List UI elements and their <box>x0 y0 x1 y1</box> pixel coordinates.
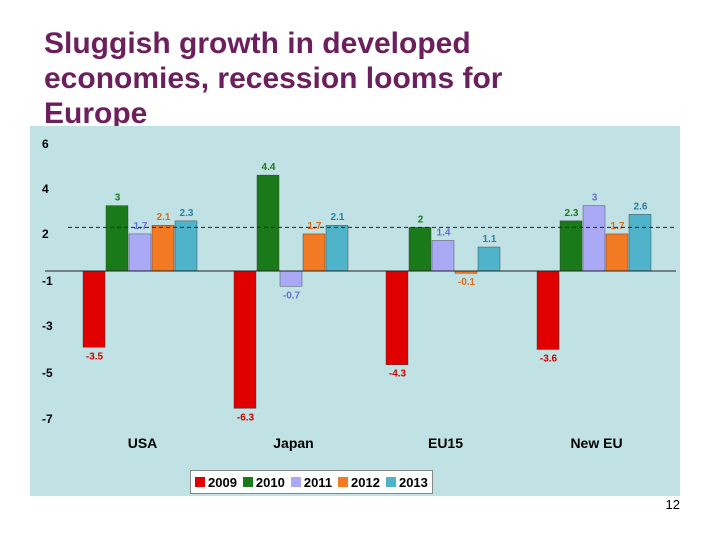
legend-swatch <box>385 477 396 487</box>
y-tick-label: -7 <box>42 412 53 426</box>
data-label: 1.7 <box>308 221 322 232</box>
y-tick-label: 4 <box>42 182 49 196</box>
bar-2013-new-eu <box>628 214 652 272</box>
data-label: -3.5 <box>86 351 104 362</box>
data-label: 2.6 <box>634 201 648 212</box>
legend-swatch <box>338 477 349 487</box>
bar-2011-usa <box>128 233 152 272</box>
bar-2013-eu15 <box>477 246 501 272</box>
bar-2010-eu15 <box>408 227 432 272</box>
category-label: USA <box>128 435 158 451</box>
bar-2009-eu15 <box>385 270 409 365</box>
category-label: Japan <box>273 435 313 451</box>
bar-2011-eu15 <box>431 240 455 272</box>
y-tick-label: 2 <box>42 227 49 241</box>
slide-title: Sluggish growth in developed economies, … <box>44 27 503 130</box>
data-label: -4.3 <box>389 369 407 380</box>
data-label: 3 <box>115 193 121 204</box>
bar-2009-usa <box>82 270 106 348</box>
data-label: 2.3 <box>565 208 579 219</box>
bar-2013-japan <box>325 225 349 272</box>
data-label: -6.3 <box>237 412 255 423</box>
chart-legend: 2009 2010 2011 2012 2013 <box>190 470 433 494</box>
legend-item-2012: 2012 <box>338 475 380 490</box>
data-label: 2.1 <box>331 212 345 223</box>
legend-swatch <box>290 477 301 487</box>
legend-item-2010: 2010 <box>242 474 285 490</box>
data-label: 2.3 <box>180 208 194 219</box>
bar-2012-new-eu <box>605 233 629 272</box>
data-label: 1.4 <box>437 227 451 238</box>
data-label: 1.7 <box>134 221 148 232</box>
bar-2009-japan <box>233 270 257 409</box>
category-label: EU15 <box>428 435 463 451</box>
bar-2010-japan <box>256 174 280 272</box>
legend-item-2013: 2013 <box>385 474 428 490</box>
bar-2010-new-eu <box>559 220 583 272</box>
data-label: 2.1 <box>157 212 171 223</box>
bar-2011-new-eu <box>582 205 606 272</box>
category-label: New EU <box>570 435 622 451</box>
legend-label: 2010 <box>255 474 285 490</box>
legend-label: 2009 <box>208 474 237 490</box>
y-tick-label: -5 <box>42 366 53 380</box>
data-label: -0.7 <box>283 290 301 301</box>
page-number: 12 <box>665 497 680 512</box>
data-label: 4.4 <box>262 162 276 173</box>
chart-panel <box>30 126 680 496</box>
data-label: 3 <box>592 193 598 204</box>
legend-swatch <box>242 477 253 487</box>
y-tick-label: -3 <box>42 319 53 333</box>
data-label: -0.1 <box>458 277 476 288</box>
data-label: 1.7 <box>611 221 625 232</box>
legend-item-2011: 2011 <box>290 474 333 490</box>
legend-item-2009: 2009 <box>195 475 237 490</box>
data-label: 1.1 <box>483 234 497 245</box>
y-tick-label: 6 <box>42 137 49 151</box>
y-tick-label: -1 <box>42 274 53 288</box>
bar-2013-usa <box>174 220 198 272</box>
bar-2010-usa <box>105 205 129 272</box>
legend-label: 2013 <box>398 474 428 490</box>
data-label: -3.6 <box>540 353 558 364</box>
bar-2011-japan <box>279 270 303 287</box>
data-label: 2 <box>418 214 424 225</box>
bar-2012-japan <box>302 233 326 272</box>
legend-swatch <box>195 477 205 487</box>
bar-2009-new-eu <box>536 270 560 350</box>
legend-label: 2012 <box>351 474 380 490</box>
bar-2012-usa <box>151 225 175 272</box>
legend-label: 2011 <box>303 474 333 490</box>
